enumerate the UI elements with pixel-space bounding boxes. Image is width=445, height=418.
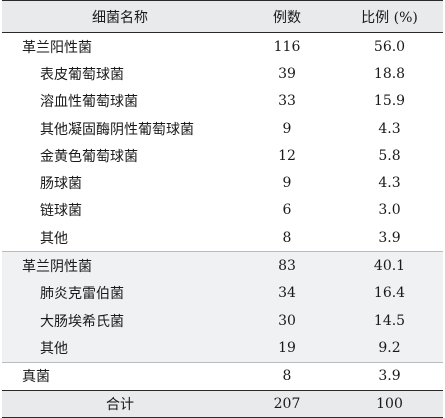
row-name: 革兰阴性菌 [2,251,238,280]
row-count: 8 [282,229,292,246]
row-count: 116 [273,38,301,55]
row-count: 33 [278,93,296,110]
table-row: 其他 8 3.9 [2,224,443,252]
row-name: 链球菌 [40,203,82,220]
table-row: 溶血性葡萄球菌 33 15.9 [2,88,443,115]
table-row: 表皮葡萄球菌 39 18.8 [2,60,443,87]
row-name: 其他 [40,230,68,247]
row-ratio: 3.0 [378,202,401,219]
header-ratio-percent: 比例 (%) [336,0,443,33]
row-ratio: 56.0 [373,38,406,55]
table-row: 大肠埃希氏菌 30 14.5 [2,306,443,335]
header-bacteria-name: 细菌名称 [2,0,238,33]
row-count: 19 [278,339,296,356]
table-row: 肠球菌 9 4.3 [2,169,443,196]
header-case-count: 例数 [238,0,336,33]
row-ratio: 14.5 [373,312,406,329]
table-row: 其他 19 9.2 [2,334,443,363]
row-count: 9 [282,120,292,137]
total-label: 合计 [2,389,238,418]
row-ratio: 3.9 [336,361,443,391]
row-count: 39 [278,65,296,82]
table-header-row: 细菌名称 例数 比例 (%) [2,0,443,33]
row-name: 其他 [40,340,68,357]
row-count: 6 [282,202,292,219]
table-row: 其他凝固酶阴性葡萄球菌 9 4.3 [2,115,443,142]
row-ratio: 3.9 [378,229,401,246]
table-row-gram-positive: 革兰阳性菌 116 56.0 [2,33,443,61]
row-name: 肺炎克雷伯菌 [40,286,124,303]
row-count: 34 [278,285,296,302]
table-row: 肺炎克雷伯菌 34 16.4 [2,279,443,307]
table-row: 链球菌 6 3.0 [2,197,443,224]
row-count: 9 [282,175,292,192]
row-ratio: 15.9 [373,93,406,110]
row-ratio: 9.2 [378,339,401,356]
row-name: 溶血性葡萄球菌 [40,94,138,111]
row-count: 83 [238,251,336,280]
row-name: 革兰阳性菌 [22,39,92,56]
row-ratio: 5.8 [378,147,401,164]
row-name: 真菌 [2,361,238,391]
table-row: 金黄色葡萄球菌 12 5.8 [2,142,443,169]
table-row-fungi: 真菌 8 3.9 [2,361,443,391]
table-total-row: 合计 207 100 [2,389,443,418]
row-count: 30 [278,312,296,329]
row-name: 金黄色葡萄球菌 [40,148,138,165]
row-ratio: 16.4 [373,285,406,302]
row-ratio: 40.1 [336,251,443,280]
row-count: 8 [238,361,336,391]
row-count: 12 [278,147,296,164]
row-ratio: 4.3 [378,120,401,137]
total-ratio: 100 [336,389,443,418]
total-count: 207 [238,389,336,418]
table-row-gram-negative: 革兰阴性菌 83 40.1 [2,251,443,280]
row-ratio: 4.3 [378,175,401,192]
row-ratio: 18.8 [373,65,406,82]
row-name: 大肠埃希氏菌 [40,313,124,330]
row-name: 表皮葡萄球菌 [40,66,124,83]
row-name: 肠球菌 [40,176,82,193]
row-name: 其他凝固酶阴性葡萄球菌 [40,121,194,138]
